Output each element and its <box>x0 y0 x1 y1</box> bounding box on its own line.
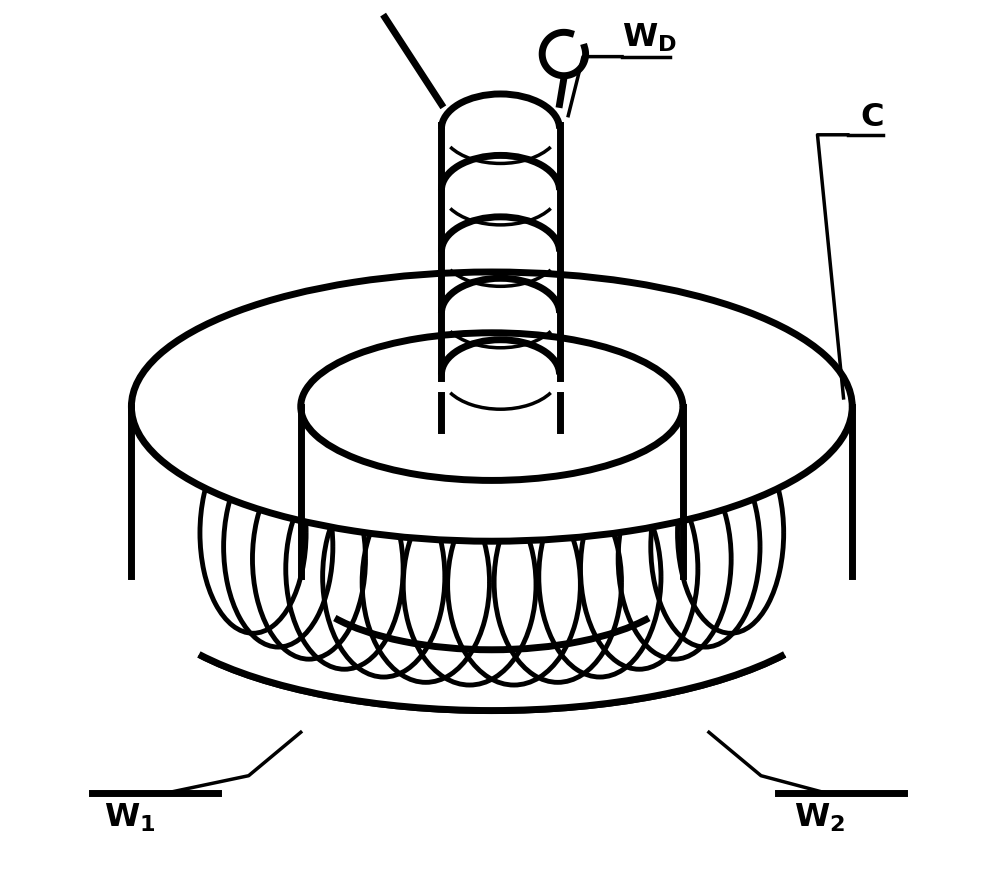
Ellipse shape <box>619 459 731 659</box>
Text: $\mathbf{W_D}$: $\mathbf{W_D}$ <box>623 21 678 53</box>
Text: $\mathbf{I_1}$: $\mathbf{I_1}$ <box>419 589 442 618</box>
Ellipse shape <box>678 433 784 634</box>
Ellipse shape <box>403 484 536 685</box>
Ellipse shape <box>447 484 581 685</box>
Ellipse shape <box>362 482 489 683</box>
Polygon shape <box>144 595 840 711</box>
Ellipse shape <box>539 476 661 677</box>
Ellipse shape <box>285 468 403 669</box>
Text: $\mathbf{C}$: $\mathbf{C}$ <box>861 102 884 133</box>
Text: $\mathbf{W_1}$: $\mathbf{W_1}$ <box>104 801 155 834</box>
Ellipse shape <box>494 482 622 683</box>
Ellipse shape <box>200 433 306 634</box>
Ellipse shape <box>322 476 444 677</box>
Ellipse shape <box>252 459 365 659</box>
Text: $\mathbf{I_2}$: $\mathbf{I_2}$ <box>537 589 560 618</box>
Ellipse shape <box>651 447 760 647</box>
Ellipse shape <box>581 468 698 669</box>
Ellipse shape <box>131 272 852 541</box>
Ellipse shape <box>223 447 333 647</box>
Text: $\mathbf{W_2}$: $\mathbf{W_2}$ <box>795 801 846 834</box>
Ellipse shape <box>300 333 683 481</box>
